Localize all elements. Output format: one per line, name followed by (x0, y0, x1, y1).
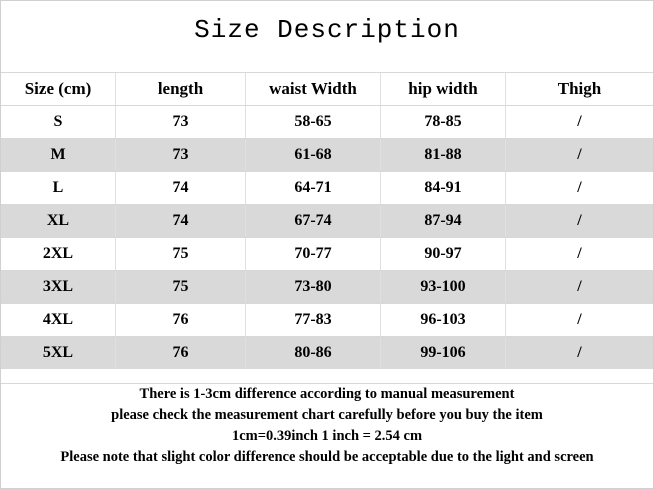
cell: / (577, 146, 582, 163)
header-row: Size (cm) length waist Width hip width Thigh (1, 72, 653, 105)
cell: 4XL (1, 304, 116, 336)
size-table: Size (cm) length waist Width hip width Thigh… (1, 72, 653, 369)
table-row: M 73 61-68 81-88 / (1, 138, 653, 171)
header-cell: waist Width (246, 73, 381, 105)
cell: 77-83 (246, 304, 381, 336)
table-row: XL 74 67-74 87-94 / (1, 204, 653, 237)
cell: 75 (116, 238, 246, 270)
cell: 74 (116, 205, 246, 237)
cell: 73-80 (246, 271, 381, 303)
cell: / (577, 212, 582, 229)
table-row: 4XL 76 77-83 96-103 / (1, 303, 653, 336)
note: There is 1-3cm difference according to m… (139, 386, 515, 402)
cell: L (1, 172, 116, 204)
cell: 73 (116, 139, 246, 171)
cell: 90-97 (381, 238, 506, 270)
header-cell: Size (cm) (1, 73, 116, 105)
note: 1cm=0.39inch 1 inch = 2.54 cm (231, 428, 423, 444)
cell: 70-77 (246, 238, 381, 270)
cell: 75 (116, 271, 246, 303)
cell: 76 (116, 304, 246, 336)
table-row: S 73 58-65 78-85 / (1, 105, 653, 138)
cell: 80-86 (246, 337, 381, 369)
cell: / (577, 113, 582, 130)
cell: M (1, 139, 116, 171)
cell: 96-103 (381, 304, 506, 336)
cell: 5XL (1, 337, 116, 369)
cell: 84-91 (381, 172, 506, 204)
cell: 58-65 (246, 106, 381, 138)
title: Size Description (194, 15, 460, 45)
notes: There is 1-3cm difference according to m… (1, 383, 653, 468)
table-row: L 74 64-71 84-91 / (1, 171, 653, 204)
cell: 76 (116, 337, 246, 369)
cell: / (577, 245, 582, 262)
cell: 93-100 (381, 271, 506, 303)
table-row: 2XL 75 70-77 90-97 / (1, 237, 653, 270)
note: please check the measurement chart caref… (111, 407, 543, 423)
cell: XL (1, 205, 116, 237)
table-row: 5XL 76 80-86 99-106 / (1, 336, 653, 369)
cell: S (1, 106, 116, 138)
header-cell: hip width (381, 73, 506, 105)
cell: / (577, 179, 582, 196)
note: Please note that slight color difference… (60, 449, 594, 465)
cell: 81-88 (381, 139, 506, 171)
header-cell: Thigh (557, 79, 602, 98)
cell: / (577, 344, 582, 361)
cell: 2XL (1, 238, 116, 270)
cell: 87-94 (381, 205, 506, 237)
cell: 61-68 (246, 139, 381, 171)
cell: 73 (116, 106, 246, 138)
table-row: 3XL 75 73-80 93-100 / (1, 270, 653, 303)
cell: 67-74 (246, 205, 381, 237)
cell: / (577, 311, 582, 328)
header-cell: length (116, 73, 246, 105)
cell: 64-71 (246, 172, 381, 204)
cell: 78-85 (381, 106, 506, 138)
cell: / (577, 278, 582, 295)
cell: 74 (116, 172, 246, 204)
cell: 3XL (1, 271, 116, 303)
cell: 99-106 (381, 337, 506, 369)
